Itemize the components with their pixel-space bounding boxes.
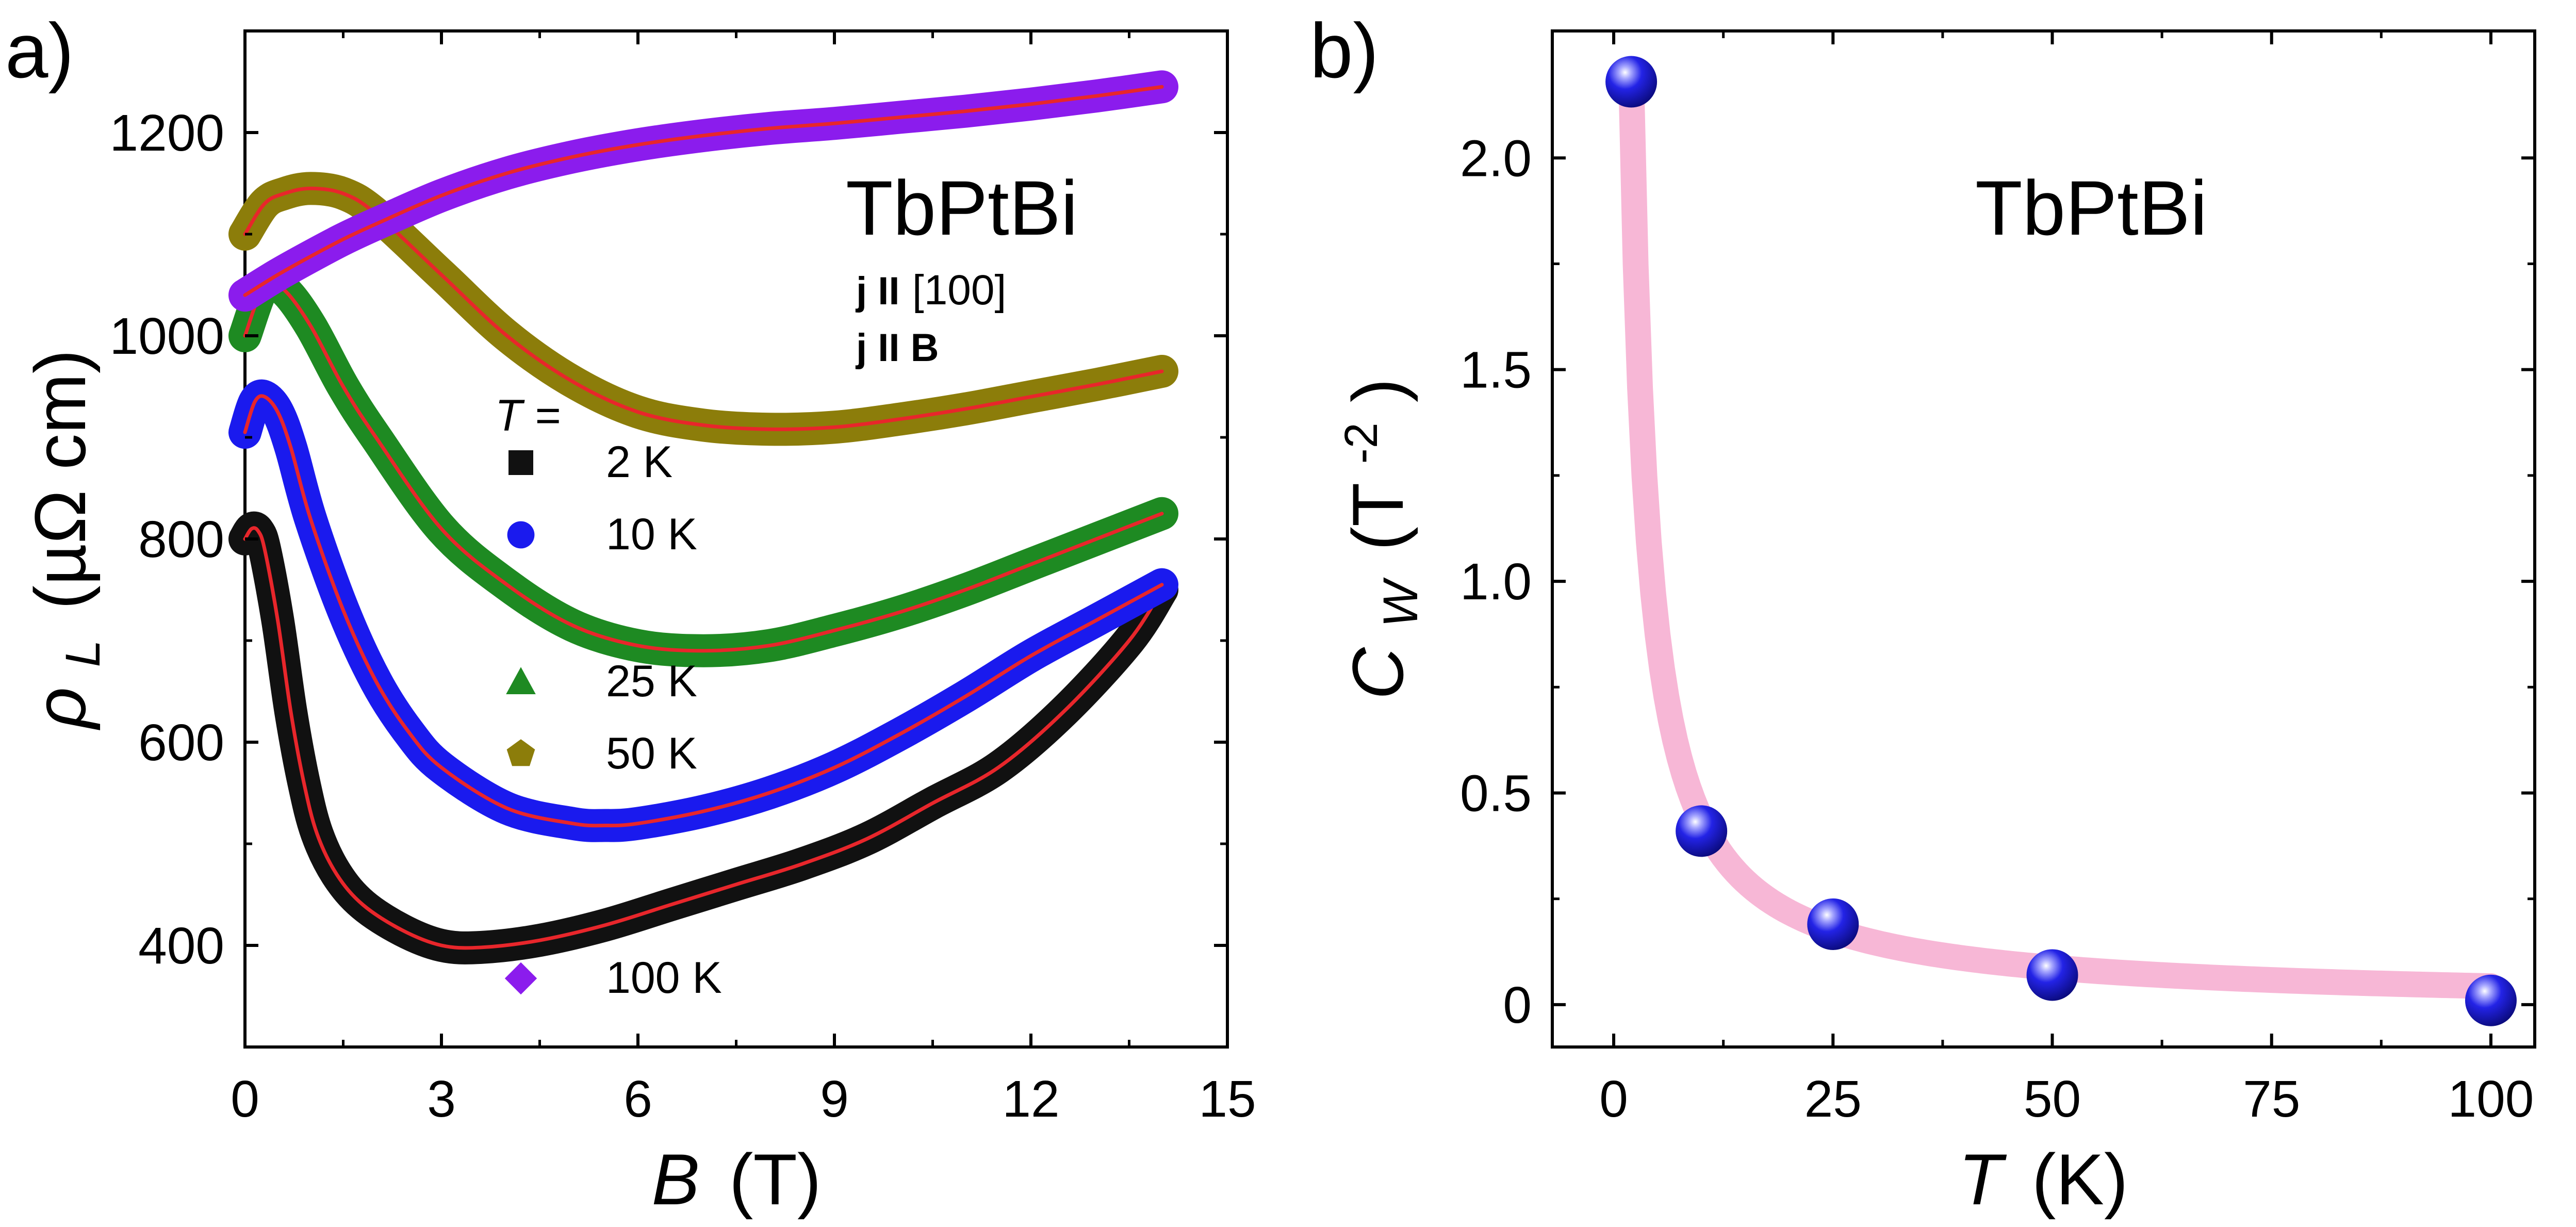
x-tick-label: 12 — [1002, 1070, 1059, 1128]
panel-b-tick-labels: 0 25 50 75 100 0 0.5 1.0 1.5 2.0 — [1460, 129, 2534, 1128]
panel-a-series — [228, 70, 1178, 964]
y-tick-label: 600 — [138, 714, 224, 772]
panel-b-sample-label: TbPtBi — [1975, 165, 2207, 251]
data-point — [1676, 805, 1728, 857]
fit-curve-2k — [243, 526, 1164, 950]
x-tick-label: 3 — [427, 1070, 456, 1128]
panel-a-legend: 2 K 10 K 25 K 50 K 100 K — [504, 437, 722, 1003]
x-tick-label: 25 — [1804, 1070, 1862, 1128]
x-tick-label: 9 — [820, 1070, 849, 1128]
panel-a-y-axis-title: ρ L (µΩ cm) — [20, 350, 115, 731]
legend-title: T = — [495, 391, 561, 440]
panel-b-frame — [1551, 29, 2536, 1049]
direction-label: [100] — [912, 267, 1006, 314]
x-tick-label: 15 — [1199, 1070, 1256, 1128]
y-tick-label: 1.5 — [1460, 341, 1532, 399]
y-tick-label: 1.0 — [1460, 553, 1532, 611]
panel-b-points — [1605, 56, 2517, 1026]
panel-b-label: b) — [1310, 7, 1379, 94]
data-point — [1605, 56, 1658, 108]
data-series-2k — [228, 511, 1178, 964]
legend-marker-2k — [508, 450, 533, 475]
panel-a-ticks — [243, 31, 1229, 1047]
data-point — [1807, 898, 1859, 950]
panel-a: a) 0 3 6 9 12 15 400 600 800 1000 1200 TbPtBi j II… — [5, 7, 1256, 1220]
panel-a-x-axis-title: B (T) — [651, 1139, 821, 1220]
legend-label: 10 K — [606, 510, 697, 559]
y-tick-label: 1000 — [110, 307, 224, 365]
data-series-25k — [228, 265, 1178, 667]
legend-label: 100 K — [606, 953, 722, 1003]
legend-label: 50 K — [606, 729, 697, 778]
y-tick-label: 1200 — [110, 104, 224, 162]
panel-a-current-annotation: j II [100] — [855, 267, 1006, 314]
fit-curve-100k — [243, 85, 1164, 297]
panel-a-label: a) — [5, 7, 74, 94]
panel-a-tick-labels: 0 3 6 9 12 15 400 600 800 1000 1200 — [110, 104, 1256, 1128]
panel-b-y-axis-title: C W (T -2 ) — [1311, 379, 1433, 700]
y-tick-label: 0.5 — [1460, 765, 1532, 823]
legend-marker-10k — [507, 521, 535, 549]
y-tick-label: 0 — [1503, 976, 1532, 1034]
data-point — [2026, 949, 2078, 1001]
legend-marker-50k — [506, 739, 535, 766]
y-tick-label: 800 — [138, 511, 224, 568]
fit-curve-25k — [243, 280, 1164, 653]
panel-a-sample-label: TbPtBi — [846, 165, 1078, 251]
fit-curve-10k — [243, 394, 1164, 828]
x-tick-label: 75 — [2243, 1070, 2300, 1128]
x-tick-label: 100 — [2448, 1070, 2534, 1128]
panel-b-x-axis-title: T (K) — [1958, 1139, 2128, 1220]
legend-label: 25 K — [606, 657, 697, 706]
fit-curve-50k — [243, 186, 1164, 431]
legend-label: 2 K — [606, 437, 672, 487]
panel-b-ticks — [1552, 31, 2535, 1047]
x-tick-label: 6 — [624, 1070, 652, 1128]
y-tick-label: 2.0 — [1460, 129, 1532, 187]
panel-a-field-annotation: j II B — [855, 326, 939, 370]
x-tick-label: 0 — [1599, 1070, 1628, 1128]
current-label: j II — [855, 269, 899, 313]
x-tick-label: 50 — [2024, 1070, 2081, 1128]
y-tick-label: 400 — [138, 917, 224, 975]
x-tick-label: 0 — [231, 1070, 259, 1128]
legend-marker-25k — [506, 667, 536, 694]
legend-marker-100k — [504, 962, 537, 995]
data-point — [2465, 974, 2517, 1026]
